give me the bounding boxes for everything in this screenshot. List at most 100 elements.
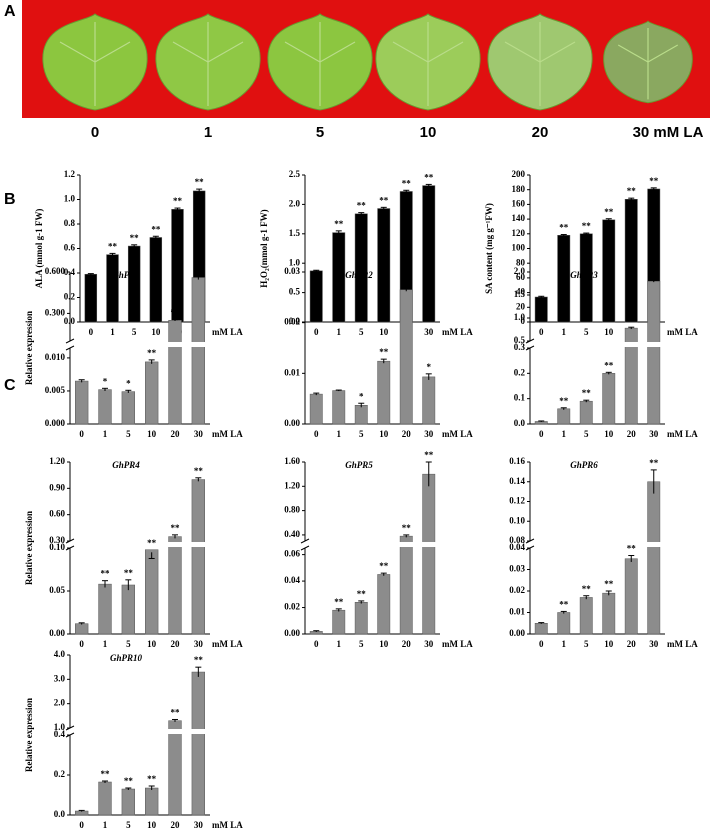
x-tick-label: 20 bbox=[627, 639, 637, 649]
x-tick-label: 30 bbox=[424, 327, 434, 337]
x-unit-label: mM LA bbox=[212, 327, 243, 337]
treatment-label: 20 bbox=[532, 124, 549, 141]
leaves bbox=[42, 13, 693, 111]
x-tick-label: 0 bbox=[539, 327, 544, 337]
bar bbox=[332, 232, 346, 323]
significance-label: ** bbox=[147, 348, 157, 358]
y-tick-label: 0.01 bbox=[509, 607, 525, 617]
bar bbox=[98, 389, 112, 425]
x-tick-label: 5 bbox=[359, 639, 364, 649]
y-tick-label: 0.08 bbox=[509, 535, 525, 545]
bar bbox=[145, 549, 159, 635]
x-tick-label: 10 bbox=[147, 429, 157, 439]
x-tick-label: 0 bbox=[89, 327, 94, 337]
y-tick-label: 0.1 bbox=[514, 393, 526, 403]
bar-break bbox=[167, 342, 183, 347]
x-tick-label: 0 bbox=[79, 820, 84, 830]
bar bbox=[377, 574, 391, 635]
significance-label: ** bbox=[173, 196, 183, 206]
y-tick-label: 40 bbox=[516, 287, 526, 297]
y-tick-label: 0.0 bbox=[514, 418, 526, 428]
y-tick-label: 2.0 bbox=[54, 698, 66, 708]
y-tick-label: 0.14 bbox=[509, 476, 525, 486]
bar bbox=[602, 219, 616, 323]
x-unit-label: mM LA bbox=[667, 639, 698, 649]
significance-label: ** bbox=[604, 207, 614, 217]
y-tick-label: 0.03 bbox=[284, 266, 300, 276]
significance-label: ** bbox=[147, 774, 157, 784]
bar bbox=[557, 612, 571, 635]
bar-break bbox=[190, 729, 206, 734]
x-tick-label: 20 bbox=[171, 639, 181, 649]
bar bbox=[121, 391, 135, 425]
y-tick-label: 0.010 bbox=[45, 352, 66, 362]
bar bbox=[354, 213, 368, 323]
x-unit-label: mM LA bbox=[667, 327, 698, 337]
x-tick-label: 5 bbox=[584, 327, 589, 337]
y-tick-label: 0.8 bbox=[64, 218, 76, 228]
significance-label: ** bbox=[108, 241, 118, 251]
x-tick-label: 10 bbox=[151, 327, 161, 337]
y-tick-label: 0.06 bbox=[284, 549, 300, 559]
x-tick-label: 30 bbox=[649, 639, 659, 649]
y-tick-label: 0.01 bbox=[284, 367, 300, 377]
panel-label: B bbox=[4, 191, 16, 208]
x-tick-label: 10 bbox=[604, 429, 614, 439]
bar bbox=[557, 235, 571, 323]
y-tick-label: 0.02 bbox=[284, 602, 300, 612]
x-tick-label: 30 bbox=[424, 639, 434, 649]
bar bbox=[191, 479, 206, 635]
x-tick-label: 5 bbox=[126, 820, 131, 830]
bar bbox=[121, 788, 135, 816]
significance-label: ** bbox=[582, 584, 592, 594]
x-tick-label: 20 bbox=[402, 639, 412, 649]
y-tick-label: 1.20 bbox=[49, 456, 65, 466]
y-tick-label: 0.90 bbox=[49, 482, 65, 492]
bar-break bbox=[624, 342, 639, 347]
y-tick-label: 0.000 bbox=[45, 418, 66, 428]
x-tick-label: 10 bbox=[379, 327, 389, 337]
significance-label: ** bbox=[582, 388, 592, 398]
y-tick-label: 0.00 bbox=[284, 418, 300, 428]
bar-break bbox=[190, 342, 206, 347]
bar bbox=[191, 671, 206, 816]
y-tick-label: 1.60 bbox=[284, 456, 300, 466]
y-tick-label: 3.0 bbox=[54, 673, 66, 683]
bar bbox=[602, 592, 616, 635]
significance-label: ** bbox=[334, 219, 344, 229]
chart-title: GhPR6 bbox=[570, 460, 598, 470]
bar bbox=[127, 245, 141, 323]
treatment-label: 30 mM LA bbox=[633, 124, 704, 141]
x-tick-label: 1 bbox=[562, 429, 567, 439]
significance-label: ** bbox=[559, 223, 569, 233]
bar bbox=[145, 787, 159, 816]
y-tick-label: 0.16 bbox=[509, 456, 525, 466]
y-axis-label: Relative expression bbox=[24, 311, 34, 385]
bar bbox=[168, 720, 182, 816]
x-tick-label: 0 bbox=[79, 639, 84, 649]
bar-break bbox=[399, 542, 414, 547]
x-tick-label: 10 bbox=[604, 639, 614, 649]
x-tick-label: 1 bbox=[337, 639, 342, 649]
x-tick-label: 20 bbox=[171, 820, 181, 830]
x-unit-label: mM LA bbox=[212, 820, 243, 830]
chart-title: GhPR4 bbox=[112, 460, 140, 470]
x-tick-label: 5 bbox=[359, 327, 364, 337]
significance-label: ** bbox=[171, 523, 181, 533]
bar bbox=[557, 408, 571, 425]
y-tick-label: 1.2 bbox=[64, 169, 76, 179]
bar bbox=[309, 270, 323, 323]
y-tick-label: 60 bbox=[516, 272, 526, 282]
bar bbox=[84, 273, 98, 323]
leaf-vein bbox=[59, 22, 131, 106]
y-tick-label: 0.04 bbox=[284, 575, 300, 585]
significance-label: * bbox=[126, 378, 131, 388]
bar bbox=[106, 254, 119, 323]
y-tick-label: 0.0 bbox=[54, 809, 66, 819]
bar bbox=[534, 623, 548, 635]
y-tick-label: 0.300 bbox=[45, 307, 66, 317]
y-tick-label: 1.0 bbox=[514, 312, 526, 322]
y-tick-label: 0.03 bbox=[509, 564, 525, 574]
y-tick-label: 1.5 bbox=[289, 228, 301, 238]
